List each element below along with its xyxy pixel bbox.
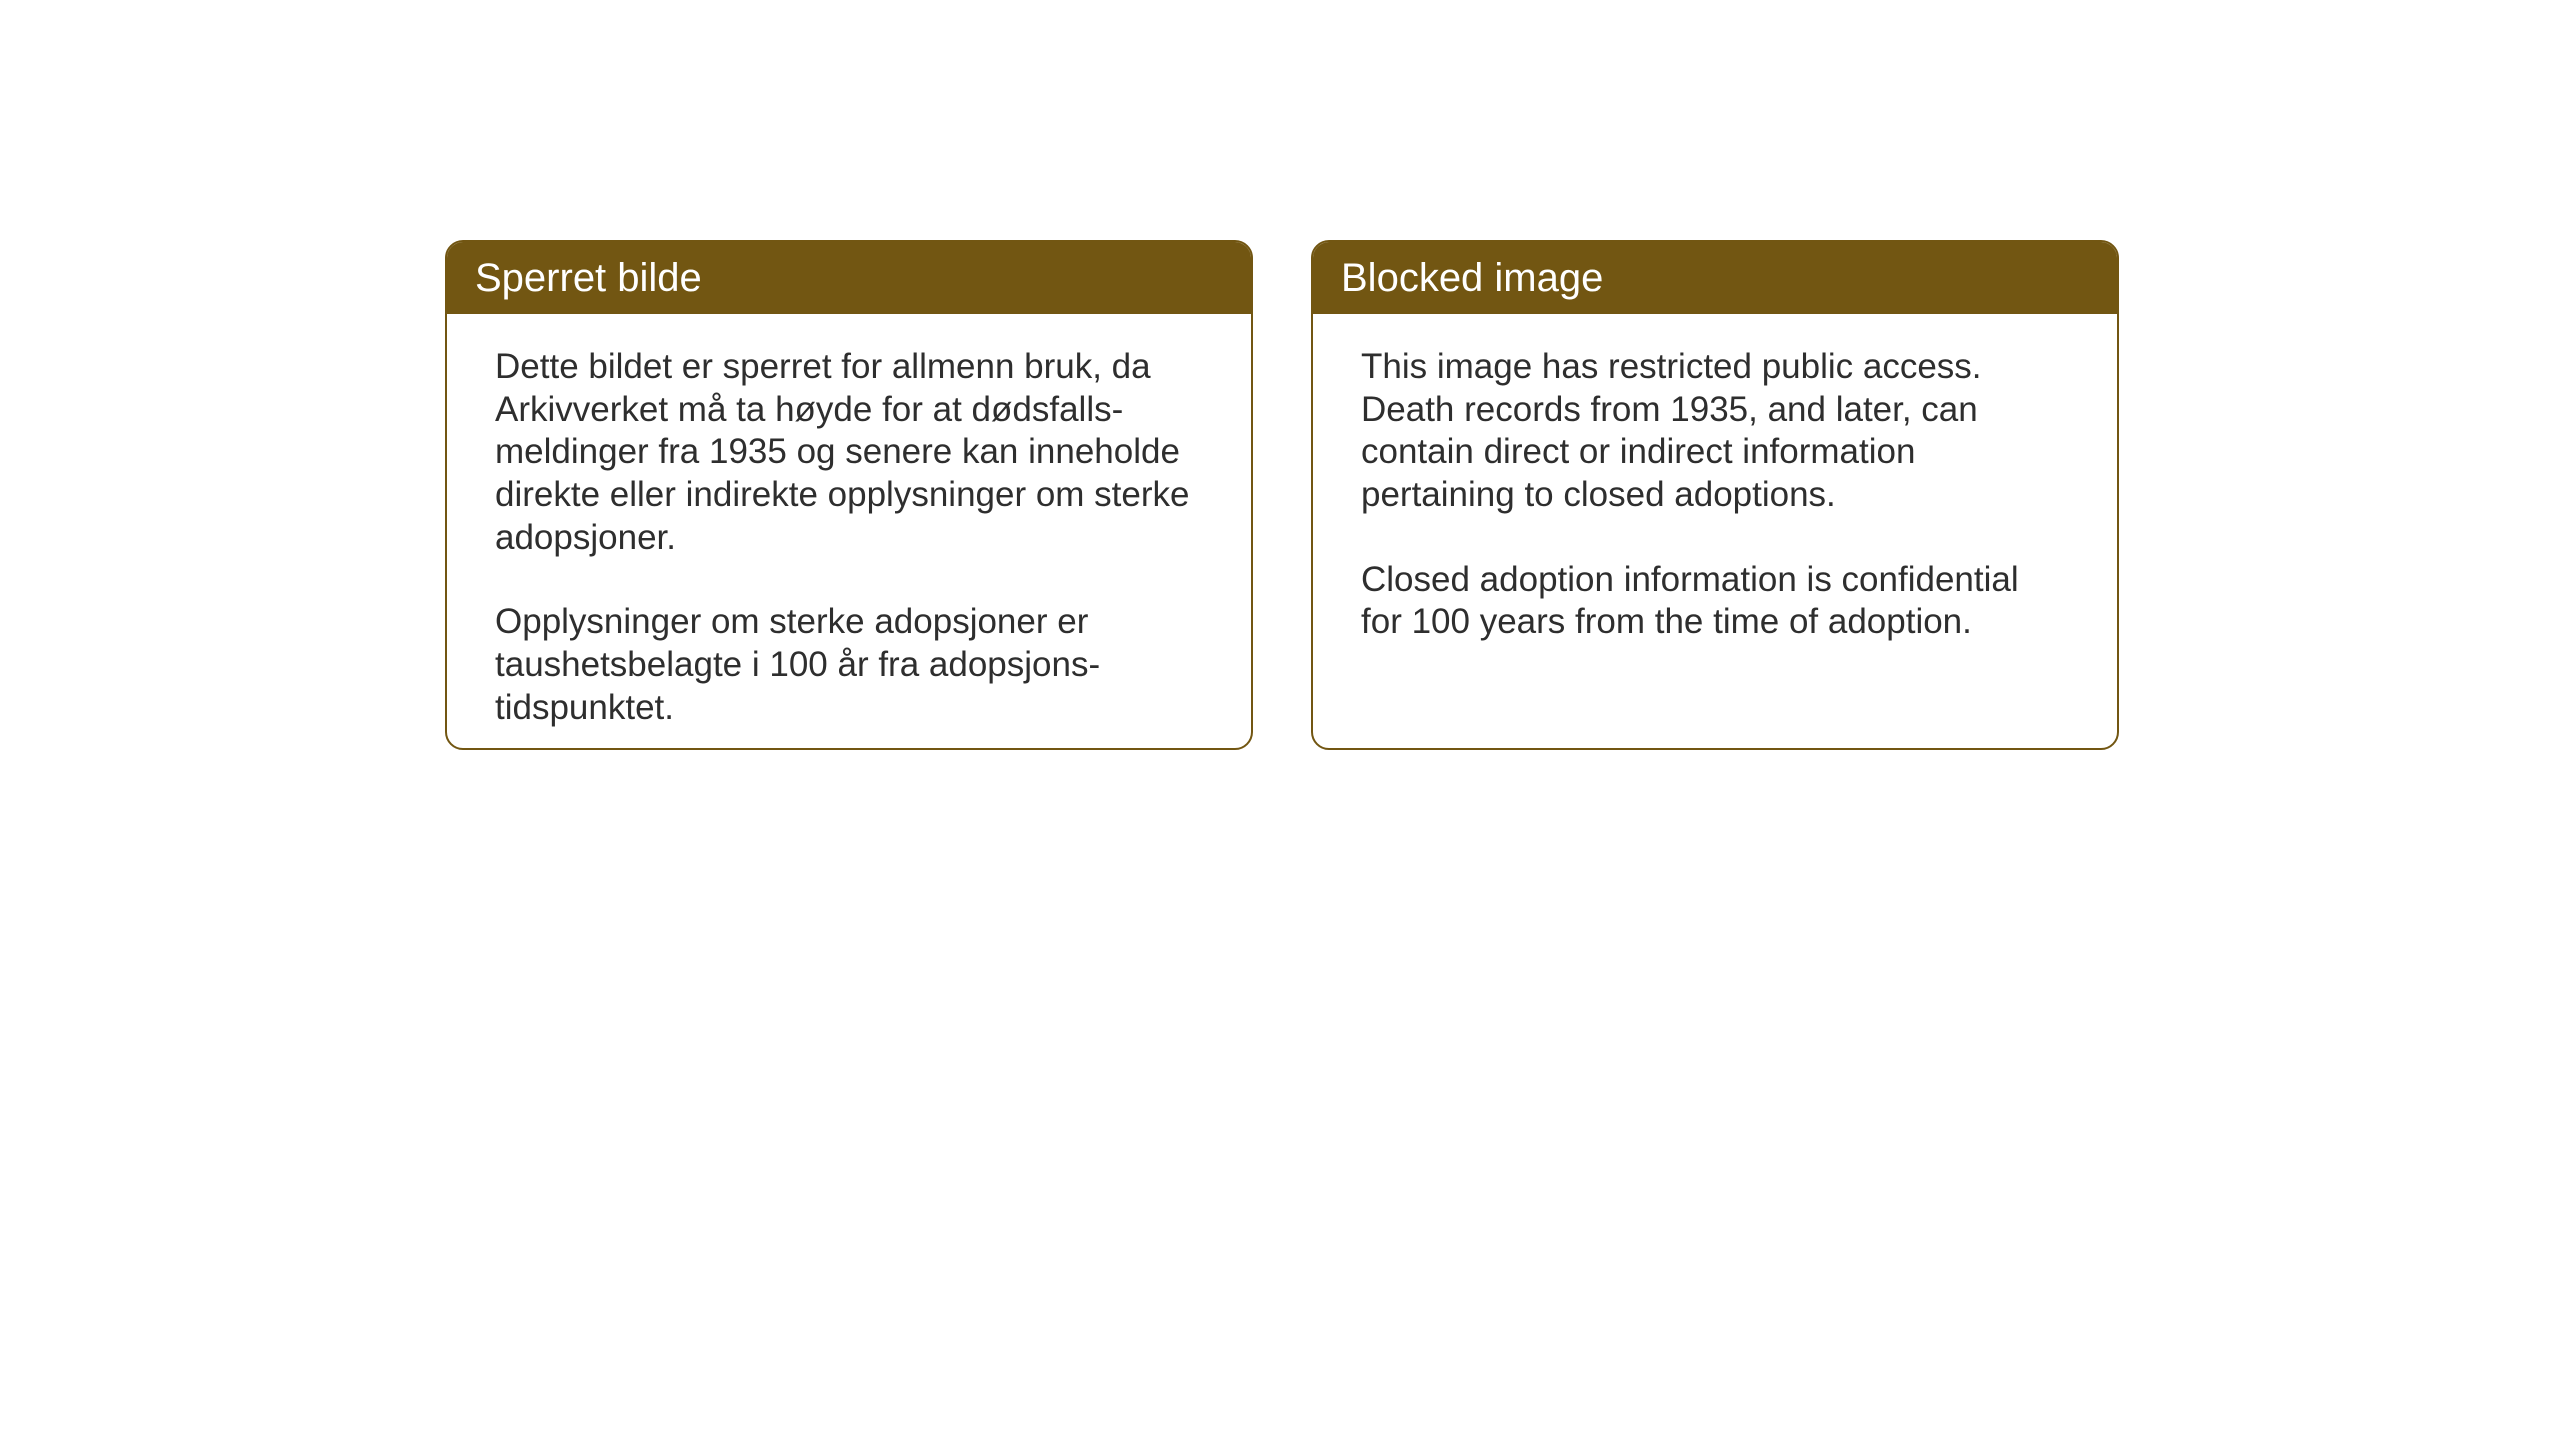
notice-header-norwegian: Sperret bilde xyxy=(447,242,1251,314)
notice-title-norwegian: Sperret bilde xyxy=(475,256,702,300)
notice-body-english: This image has restricted public access.… xyxy=(1313,314,2117,676)
notice-header-english: Blocked image xyxy=(1313,242,2117,314)
notice-paragraph-1-norwegian: Dette bildet er sperret for allmenn bruk… xyxy=(495,346,1203,559)
notice-card-norwegian: Sperret bilde Dette bildet er sperret fo… xyxy=(445,240,1253,750)
notice-paragraph-1-english: This image has restricted public access.… xyxy=(1361,346,2069,517)
notice-paragraph-2-english: Closed adoption information is confident… xyxy=(1361,559,2069,644)
notice-title-english: Blocked image xyxy=(1341,256,1603,300)
notice-container: Sperret bilde Dette bildet er sperret fo… xyxy=(445,240,2119,750)
notice-body-norwegian: Dette bildet er sperret for allmenn bruk… xyxy=(447,314,1251,750)
notice-paragraph-2-norwegian: Opplysninger om sterke adopsjoner er tau… xyxy=(495,601,1203,729)
notice-card-english: Blocked image This image has restricted … xyxy=(1311,240,2119,750)
